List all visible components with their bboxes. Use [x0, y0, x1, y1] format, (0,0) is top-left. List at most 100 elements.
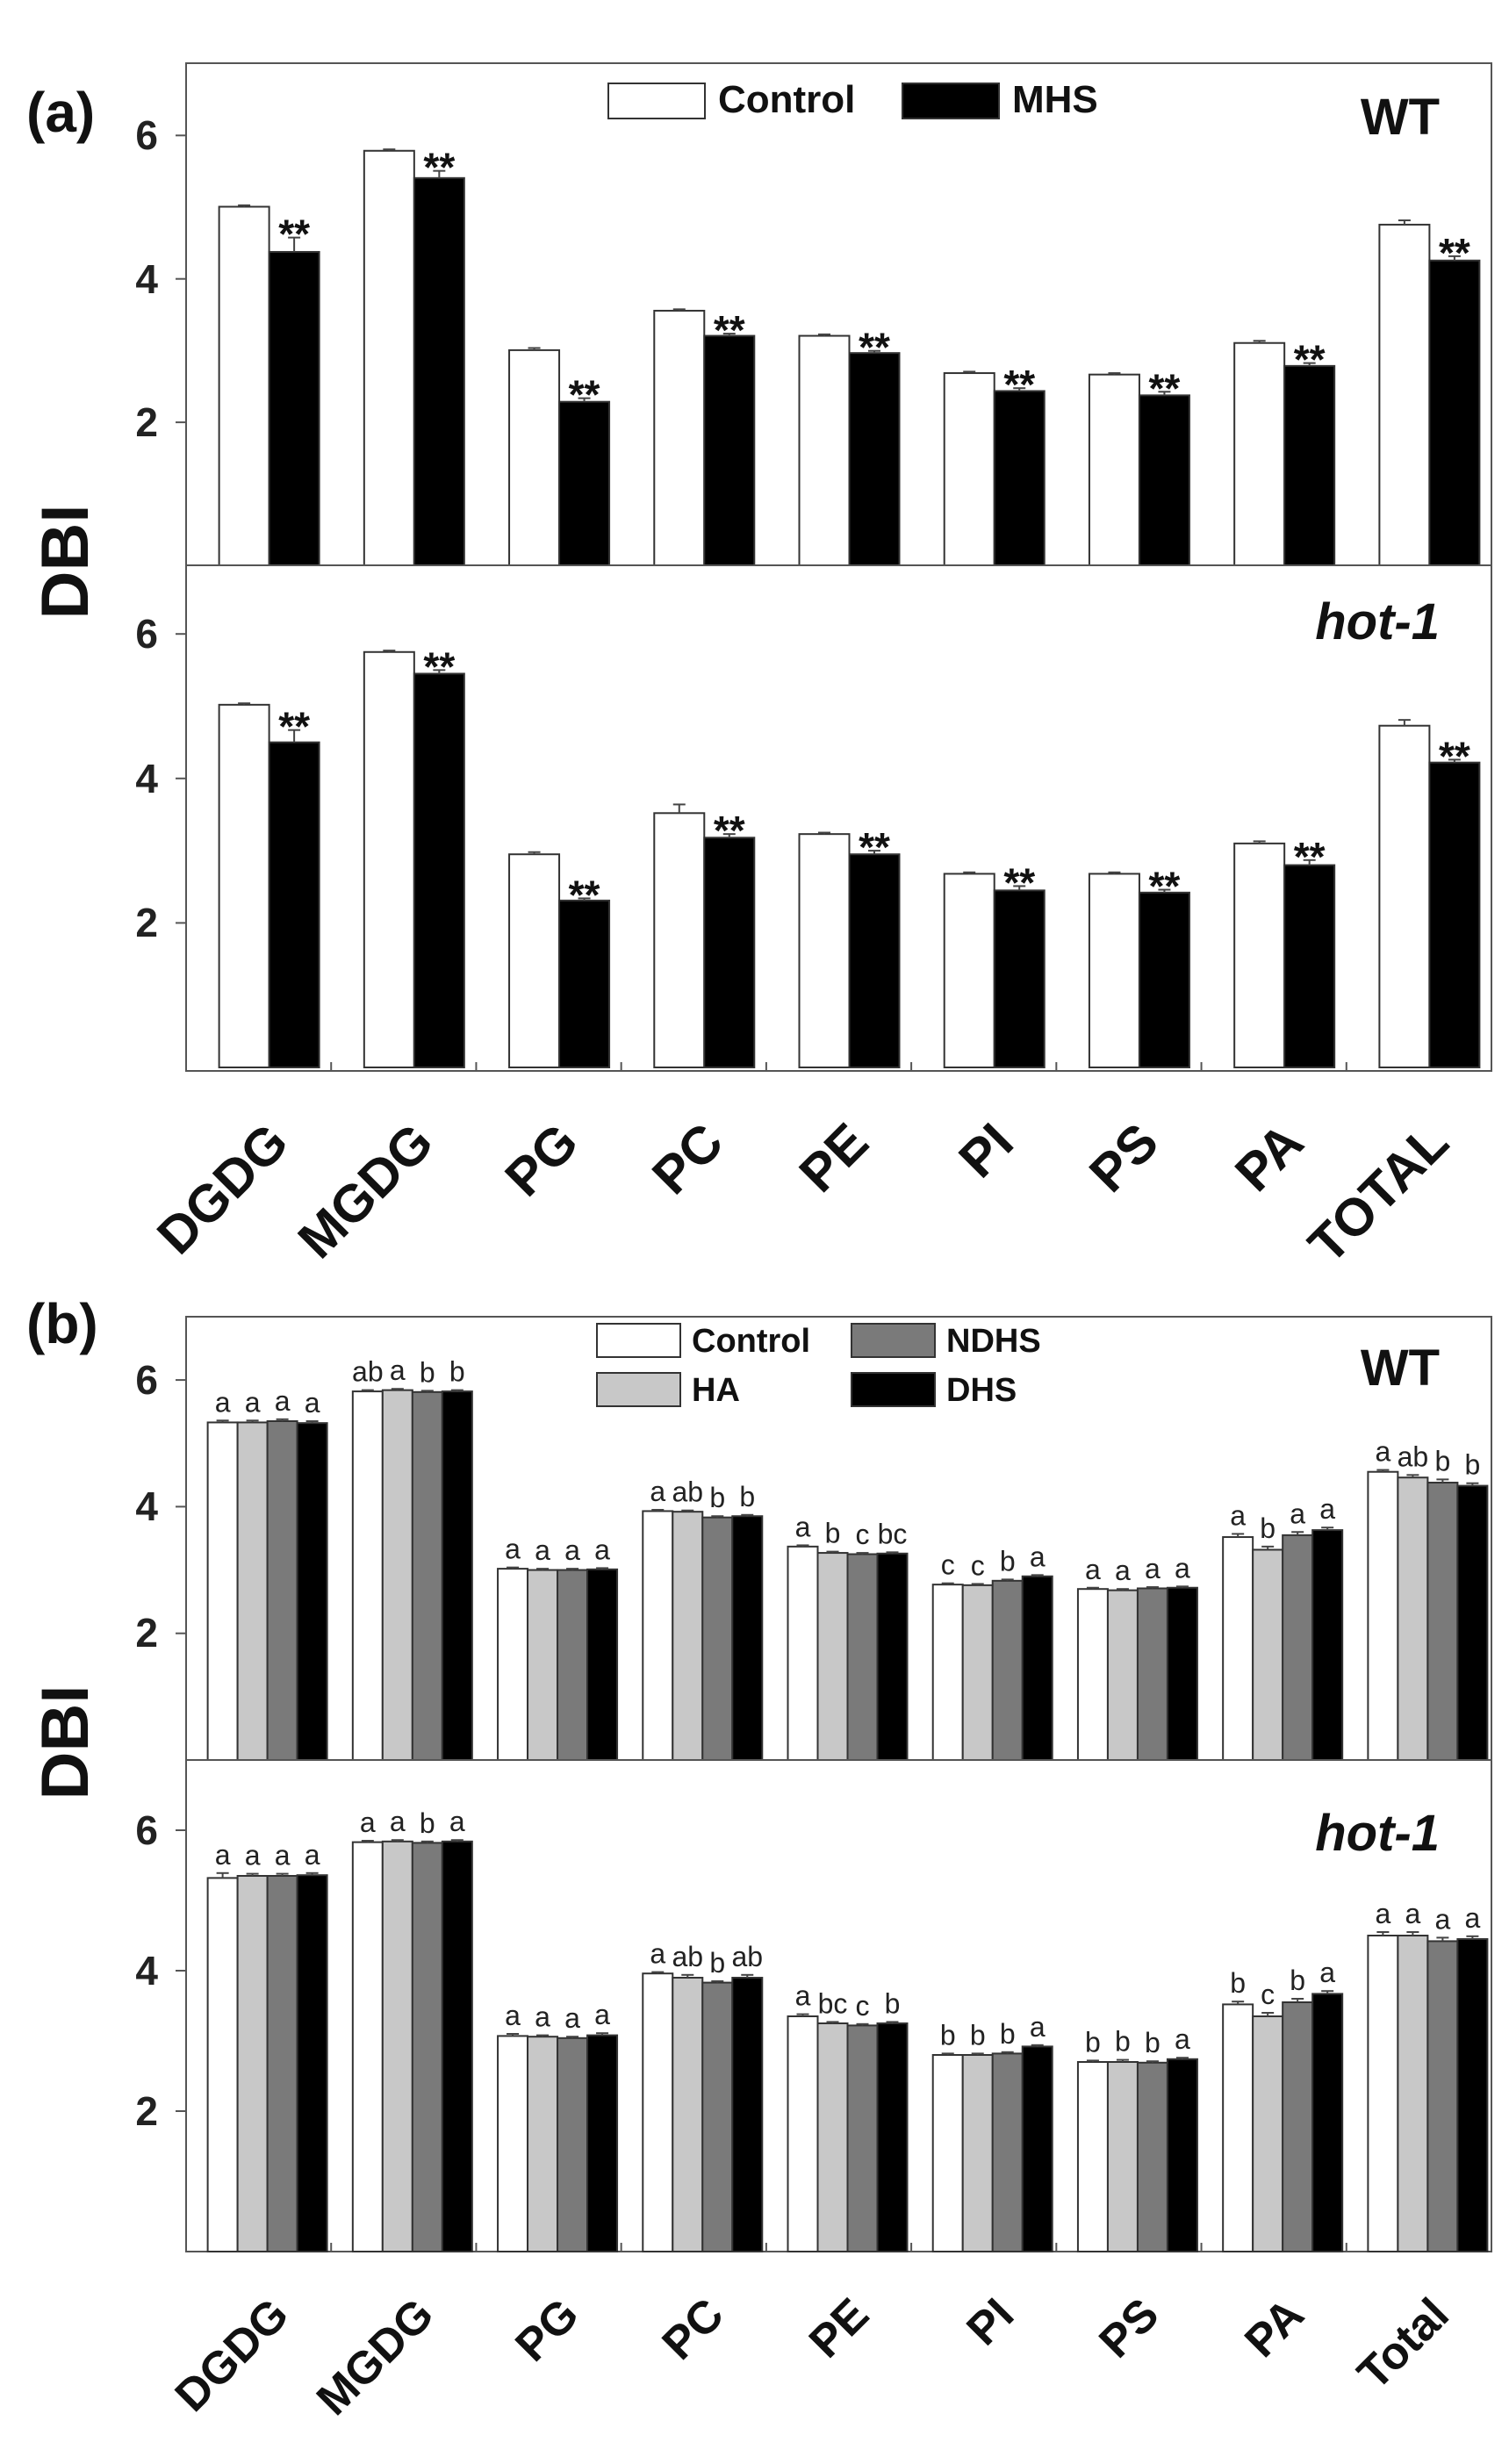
bar-pc-ndhs [701, 1981, 734, 2253]
y-tick-label: 2 [135, 1610, 158, 1656]
significance-label: a [650, 1938, 665, 1970]
significance-label: b [1115, 2026, 1131, 2058]
bar-pg-mhs [558, 899, 611, 1068]
bar-pi-control [943, 372, 995, 566]
bar-pe-ha [816, 2022, 849, 2252]
bar-pi-control [943, 873, 995, 1068]
bar-total-ha [1397, 1935, 1429, 2252]
panel-a: (a) DBI Control MHS WT 6 4 2 ******** ***… [26, 62, 1492, 1275]
panel-a-wt-genotype-label: WT [1361, 89, 1440, 146]
panel-a-hot1-frame [185, 564, 1492, 1072]
bar-dgdg-control [206, 1877, 239, 2252]
significance-label: a [1319, 1493, 1335, 1525]
significance-label: ab [731, 1941, 763, 1972]
significance-label: ab [352, 1356, 384, 1388]
significance-label: a [564, 1534, 580, 1566]
significance-marker: ** [1003, 362, 1035, 407]
x-tick-label-pc: PC [641, 1112, 734, 1205]
bar-ps-mhs [1138, 891, 1190, 1068]
significance-label: a [795, 1511, 811, 1542]
significance-label: b [739, 1481, 755, 1512]
significance-label: b [709, 1947, 725, 1979]
bar-pi-dhs [1021, 1575, 1053, 1762]
significance-label: a [1175, 2023, 1190, 2055]
bar-pg-control [508, 348, 561, 566]
significance-label: b [885, 1987, 901, 2019]
bar-total-ndhs [1426, 1481, 1459, 1762]
bar-pg-ndhs [557, 2037, 589, 2253]
bar-total-control [1367, 1935, 1399, 2252]
bar-ps-ha [1106, 1589, 1139, 1761]
bar-dgdg-control [218, 205, 270, 566]
bar-pe-ndhs [846, 1553, 879, 1761]
bar-ps-ndhs [1136, 2061, 1168, 2253]
significance-marker: ** [1149, 365, 1181, 411]
legend-swatch-control [607, 83, 706, 119]
x-tick-label-pe: PE [800, 2288, 879, 2367]
bar-pc-control [653, 309, 706, 566]
panel-b: (b) DBI Control NDHS HA DHS WT 6 4 2 a [26, 1292, 1492, 2425]
significance-label: a [1115, 1555, 1131, 1586]
bar-pa-dhs [1311, 1993, 1344, 2252]
panel-a-hot1-y-axis: 6 4 2 [135, 611, 186, 945]
panel-b-y-axis-label: DBI [28, 1685, 103, 1800]
significance-label: a [594, 1534, 610, 1565]
bar-pa-control [1222, 2003, 1254, 2252]
bar-pe-mhs [848, 853, 901, 1069]
bar-mgdg-ndhs [411, 1390, 443, 1761]
significance-marker: ** [714, 307, 745, 353]
bar-total-mhs [1428, 761, 1481, 1068]
bar-pc-dhs [731, 1977, 764, 2252]
bar-pc-control [642, 1972, 674, 2252]
panel-b-wt-genotype-label: WT [1361, 1340, 1440, 1397]
bar-pi-ndhs [991, 2052, 1024, 2252]
y-tick-label: 2 [135, 399, 158, 445]
significance-label: c [971, 1549, 985, 1581]
significance-label: a [360, 1807, 376, 1838]
bar-mgdg-control [363, 650, 415, 1069]
significance-label: a [245, 1386, 261, 1418]
bar-pg-dhs [586, 2034, 619, 2253]
bar-pa-ndhs [1282, 2001, 1314, 2252]
significance-label: a [275, 1385, 291, 1417]
bar-total-mhs [1428, 259, 1481, 566]
bar-pc-control [653, 812, 706, 1069]
bar-dgdg-ndhs [266, 1419, 298, 1762]
bar-dgdg-ha [236, 1875, 269, 2252]
panel-a-legend: Control MHS [607, 78, 1098, 121]
x-tick-label-dgdg: DGDG [166, 2288, 298, 2421]
significance-marker: ** [1439, 230, 1470, 276]
significance-label: ab [672, 1476, 703, 1508]
panel-a-subplot-wt: WT 6 4 2 ** ** ** ** ** ** ** ** ** [135, 62, 1492, 567]
panel-b-hot1-y-axis: 6 4 2 [135, 1807, 186, 2134]
significance-marker: ** [1439, 733, 1470, 779]
legend-swatch-control [596, 1323, 681, 1358]
significance-label: a [1030, 1541, 1046, 1572]
bar-pg-dhs [586, 1568, 619, 1761]
bar-pa-control [1233, 842, 1286, 1068]
bar-ps-control [1088, 873, 1140, 1068]
bar-mgdg-dhs [441, 1840, 473, 2253]
significance-marker: ** [278, 704, 310, 750]
bar-pa-ndhs [1282, 1534, 1314, 1762]
legend-label-control: Control [692, 1323, 810, 1360]
bar-total-control [1367, 1470, 1399, 1762]
x-tick-label-pa: PA [1235, 2288, 1313, 2367]
bar-pi-control [931, 2054, 964, 2252]
significance-label: b [1000, 2018, 1016, 2050]
significance-label: a [505, 1534, 521, 1565]
significance-label: c [856, 1519, 870, 1550]
y-tick-label: 6 [135, 1357, 158, 1403]
legend-swatch-ha [596, 1372, 681, 1407]
significance-label: a [1175, 1552, 1190, 1584]
significance-label: a [1405, 1898, 1420, 1929]
panel-b-subplot-wt: WT 6 4 2 a a a aab a b ba a a aa ab b ba b c bcc c b a a a a a… [135, 1316, 1492, 1762]
bar-ps-ndhs [1136, 1587, 1168, 1762]
significance-label: a [275, 1840, 291, 1871]
significance-label: a [390, 1354, 406, 1386]
panel-a-subplot-hot1: hot-1 6 4 2 ** ** ** ** ** ** ** ** ** [135, 564, 1492, 1072]
y-tick-label: 6 [135, 1807, 158, 1853]
bar-dgdg-control [218, 703, 270, 1068]
